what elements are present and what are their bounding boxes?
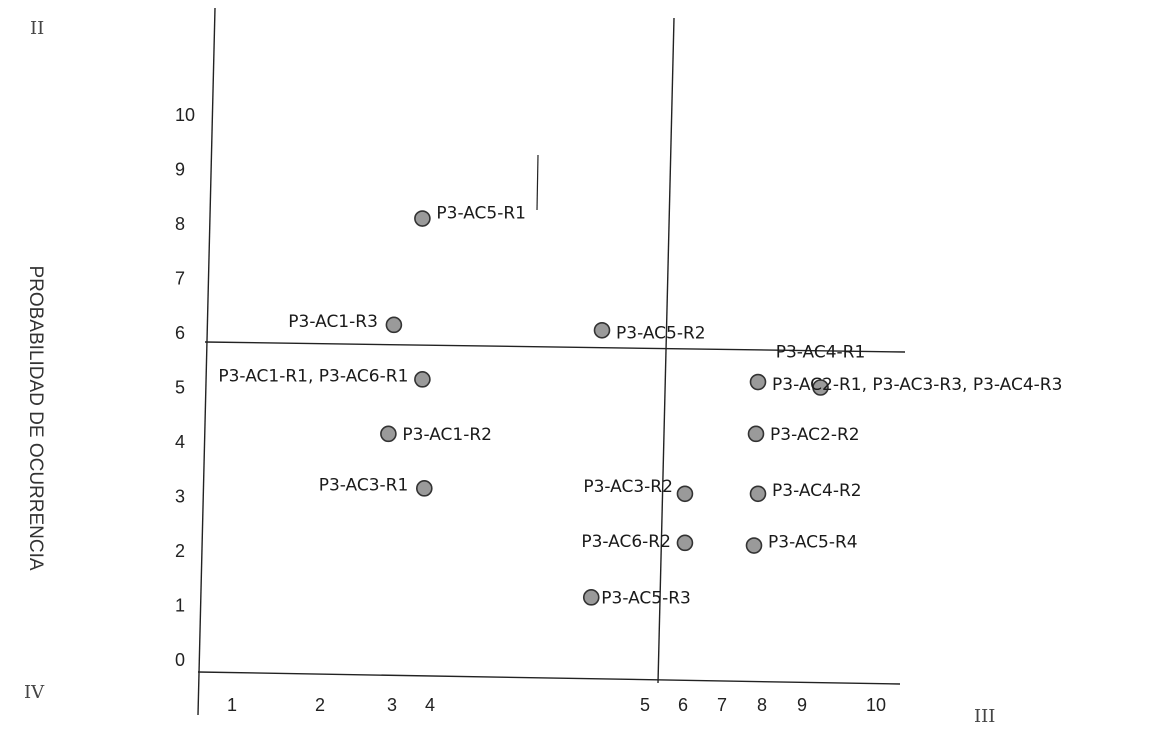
data-point	[812, 379, 829, 396]
data-point	[749, 373, 767, 391]
x-tick-label: 4	[425, 695, 435, 715]
quadrant-label-iv: IV	[24, 682, 45, 703]
y-tick-label: 5	[175, 378, 185, 398]
point-labels: P3-AC5-R1 P3-AC1-R3 P3-AC5-R2 P3-AC1-R1, P3…	[218, 204, 1062, 609]
data-point	[385, 316, 403, 334]
x-axis	[197, 671, 901, 685]
data-point	[380, 425, 397, 443]
data-point	[415, 480, 433, 497]
y-tick-label: 10	[175, 105, 195, 125]
y-axis	[197, 7, 216, 716]
point-label: P3-AC5-R3	[601, 588, 691, 608]
point-label: P3-AC2-R2	[770, 425, 860, 445]
point-label: P3-AC4-R2	[772, 481, 862, 501]
point-label: P3-AC1-R1, P3-AC6-R1	[218, 366, 408, 386]
point-label: P3-AC2-R1, P3-AC3-R3, P3-AC4-R3	[772, 375, 1062, 395]
y-tick-label: 3	[175, 487, 185, 507]
y-tick-label: 1	[175, 596, 185, 616]
data-point	[593, 321, 611, 339]
y-axis-title: PROBABILIDAD DE OCURRENCIA	[25, 265, 46, 570]
data-point	[749, 485, 767, 503]
point-label: P3-AC4-R1	[776, 343, 866, 363]
x-tick-label: 7	[717, 695, 727, 715]
point-label: P3-AC3-R2	[583, 477, 673, 497]
quadrant-label-iii: III	[974, 706, 995, 727]
point-label: P3-AC3-R1	[319, 475, 409, 495]
y-tick-label: 2	[175, 541, 185, 561]
data-point	[747, 425, 765, 443]
x-tick-label: 6	[678, 695, 688, 715]
point-label: P3-AC5-R4	[768, 533, 858, 553]
point-label: P3-AC6-R2	[581, 532, 671, 552]
x-tick-label: 9	[797, 695, 807, 715]
y-tick-label: 4	[175, 432, 185, 452]
x-tick-label: 1	[227, 695, 237, 715]
point-label: P3-AC1-R2	[402, 425, 492, 445]
data-point	[745, 537, 763, 554]
vertical-divider-line	[657, 17, 675, 684]
point-label: P3-AC1-R3	[288, 312, 378, 332]
data-points	[380, 210, 829, 606]
quadrant-label-ii: II	[30, 18, 44, 39]
data-point	[676, 485, 694, 503]
p3-ac5-r1-error-bar	[536, 154, 539, 211]
data-point	[414, 210, 431, 227]
data-point	[582, 589, 600, 606]
y-tick-label: 8	[175, 214, 185, 234]
y-tick-label: 6	[175, 323, 185, 343]
point-label: P3-AC5-R2	[616, 323, 706, 343]
data-point	[676, 534, 694, 552]
x-tick-label: 5	[640, 695, 650, 715]
x-tick-label: 2	[315, 695, 325, 715]
horizontal-divider-line	[204, 341, 906, 353]
y-tick-label: 9	[175, 160, 185, 180]
x-tick-label: 10	[866, 695, 886, 715]
x-tick-label: 3	[387, 695, 397, 715]
y-tick-label: 7	[175, 269, 185, 289]
y-tick-labels: 0 1 2 3 4 5 6 7 8 9 10	[175, 105, 195, 670]
y-tick-label: 0	[175, 650, 185, 670]
point-label: P3-AC5-R1	[436, 204, 526, 224]
data-point	[414, 371, 431, 388]
x-tick-label: 8	[757, 695, 767, 715]
x-tick-labels: 1 2 3 4 5 6 7 8 9 10	[227, 695, 886, 715]
